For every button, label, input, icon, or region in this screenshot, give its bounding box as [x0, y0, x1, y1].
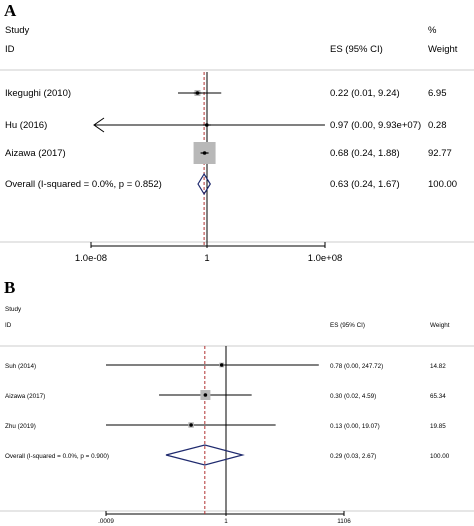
- header-weight-label: Weight: [428, 44, 458, 55]
- header-study-label: Study: [5, 306, 22, 313]
- study-label: Suh (2014): [5, 363, 36, 370]
- overall-label: Overall (I-squared = 0.0%, p = 0.852): [5, 179, 162, 190]
- header-percent-label: %: [428, 25, 437, 36]
- x-axis-tick-label: 1106: [337, 518, 351, 525]
- weight-text: 92.77: [428, 148, 452, 159]
- overall-diamond: [197, 172, 211, 196]
- weight-text: 19.85: [430, 423, 446, 430]
- x-axis-tick-label: .0009: [98, 518, 114, 525]
- effect-size-text: 0.13 (0.00, 19.07): [330, 423, 380, 430]
- study-label: Aizawa (2017): [5, 393, 45, 400]
- panel-letter-B: B: [4, 278, 15, 297]
- header-es-label: ES (95% CI): [330, 44, 383, 55]
- overall-weight-text: 100.00: [430, 453, 450, 460]
- x-axis-tick-label: 1: [224, 518, 228, 525]
- ci-left-arrow: [93, 117, 105, 133]
- overall-diamond: [165, 444, 245, 466]
- header-weight-label: Weight: [430, 322, 450, 329]
- point-estimate-marker: [189, 423, 193, 427]
- x-axis-tick-label: 1.0e-08: [75, 253, 107, 264]
- study-label: Zhu (2019): [5, 423, 36, 430]
- overall-effect-size-text: 0.29 (0.03, 2.67): [330, 453, 376, 460]
- x-axis-tick-label: 1: [204, 253, 209, 264]
- effect-size-text: 0.68 (0.24, 1.88): [330, 148, 400, 159]
- effect-size-text: 0.30 (0.02, 4.59): [330, 393, 376, 400]
- point-estimate-marker: [219, 363, 224, 367]
- header-id-label: ID: [5, 322, 12, 329]
- study-label: Hu (2016): [5, 120, 47, 131]
- header-study-label: Study: [5, 25, 30, 36]
- weight-text: 14.82: [430, 363, 446, 370]
- weight-text: 65.34: [430, 393, 446, 400]
- overall-weight-text: 100.00: [428, 179, 457, 190]
- effect-size-text: 0.22 (0.01, 9.24): [330, 88, 400, 99]
- study-label: Aizawa (2017): [5, 148, 66, 159]
- effect-size-text: 0.78 (0.00, 247.72): [330, 363, 383, 370]
- study-label: Ikegughi (2010): [5, 88, 71, 99]
- weight-text: 6.95: [428, 88, 447, 99]
- x-axis-tick-label: 1.0e+08: [308, 253, 343, 264]
- effect-size-text: 0.97 (0.00, 9.93e+07): [330, 120, 421, 131]
- weight-text: 0.28: [428, 120, 447, 131]
- point-estimate-marker: [203, 393, 208, 397]
- header-es-label: ES (95% CI): [330, 322, 365, 329]
- panel-letter-A: A: [4, 1, 17, 20]
- header-id-label: ID: [5, 44, 15, 55]
- overall-label: Overall (I-squared = 0.0%, p = 0.900): [5, 453, 109, 460]
- overall-effect-size-text: 0.63 (0.24, 1.67): [330, 179, 400, 190]
